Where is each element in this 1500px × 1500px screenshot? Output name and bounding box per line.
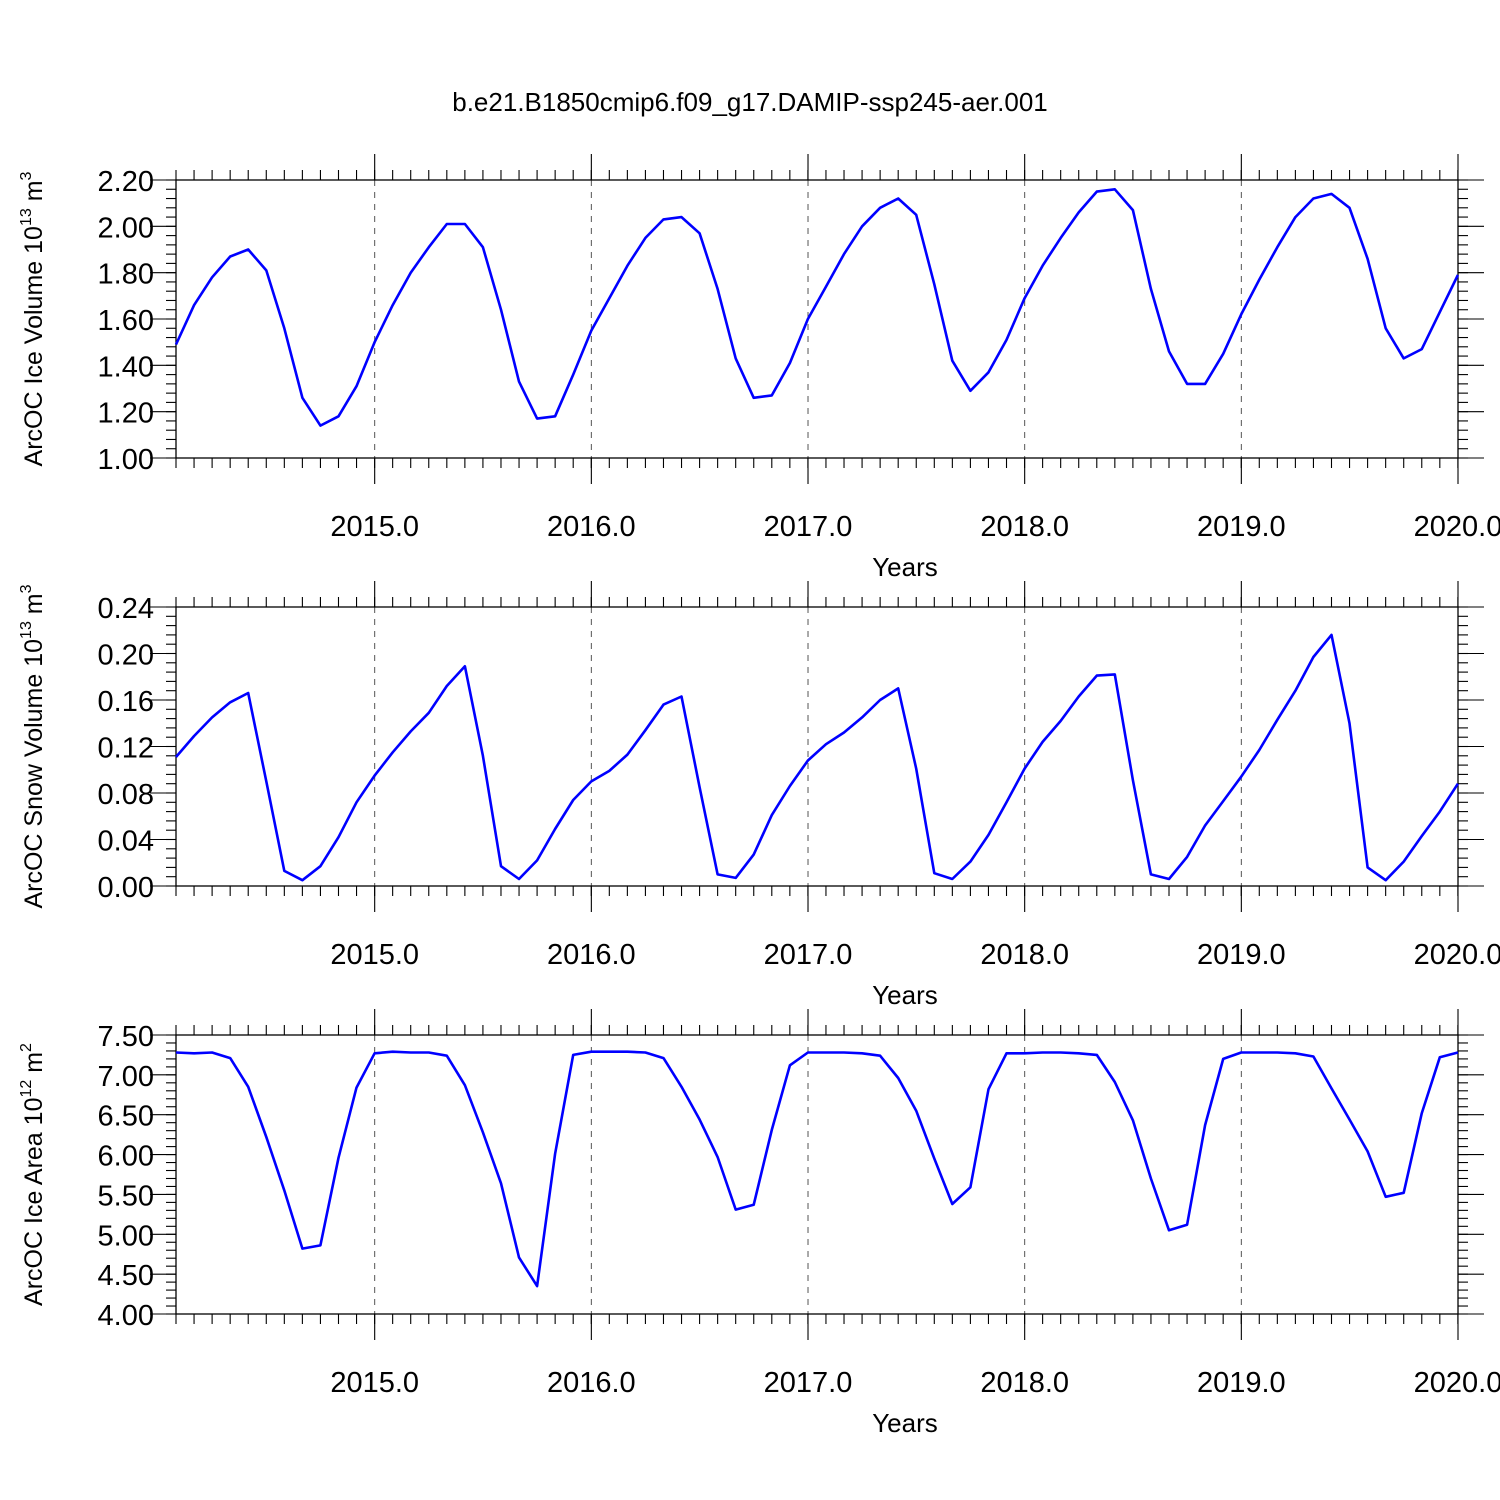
y-tick-label: 1.00	[98, 444, 154, 476]
y-tick-label: 1.60	[98, 305, 154, 337]
series-line	[175, 633, 1459, 882]
plot-frame	[175, 606, 1459, 887]
x-axis-label: Years	[872, 980, 938, 1010]
y-tick-label: 2.20	[98, 166, 154, 198]
x-tick-label: 2020.0	[1414, 1367, 1500, 1399]
y-tick-label: 5.50	[98, 1180, 154, 1212]
x-tick-label: 2018.0	[980, 939, 1069, 971]
y-tick-label: 0.20	[98, 640, 154, 672]
plot-frame	[175, 179, 1459, 459]
y-axis-label: ArcOC Snow Volume 1013 m3	[18, 584, 48, 908]
y-axis-label: ArcOC Ice Area 1012 m2	[18, 1043, 48, 1306]
x-tick-label: 2017.0	[764, 511, 853, 543]
x-tick-label: 2016.0	[547, 1367, 636, 1399]
y-tick-label: 0.00	[98, 872, 154, 904]
y-tick-label: 7.00	[98, 1061, 154, 1093]
x-tick-label: 2015.0	[330, 939, 419, 971]
y-tick-label: 4.00	[98, 1300, 154, 1332]
y-tick-label: 2.00	[98, 212, 154, 244]
y-tick-label: 6.50	[98, 1101, 154, 1133]
panels: 2015.0 2016.0 2017.0 2018.0 2019.0 2020.0 1.00…	[18, 154, 1500, 1438]
series-line	[174, 188, 1460, 427]
x-axis-label: Years	[872, 552, 938, 582]
y-tick-label: 5.00	[98, 1220, 154, 1252]
x-tick-label: 2018.0	[980, 511, 1069, 543]
x-tick-label: 2015.0	[330, 511, 419, 543]
chart-panel-ice-volume: 2015.0 2016.0 2017.0 2018.0 2019.0 2020.0 1.00…	[18, 154, 1500, 582]
series-line	[175, 1050, 1459, 1288]
y-axis-label: ArcOC Ice Volume 1013 m3	[18, 171, 48, 466]
x-tick-label: 2016.0	[547, 511, 636, 543]
y-tick-label: 0.08	[98, 779, 154, 811]
y-tick-label: 0.24	[98, 593, 154, 625]
chart-panel-ice-area: 2015.0 2016.0 2017.0 2018.0 2019.0 2020.0 4.00…	[18, 1009, 1500, 1438]
y-tick-label: 1.40	[98, 351, 154, 383]
x-tick-label: 2016.0	[547, 939, 636, 971]
y-tick-label: 0.16	[98, 686, 154, 718]
x-tick-label: 2019.0	[1197, 511, 1286, 543]
x-tick-label: 2017.0	[764, 939, 853, 971]
y-tick-label: 4.50	[98, 1260, 154, 1292]
chart-panel-snow-volume: 2015.0 2016.0 2017.0 2018.0 2019.0 2020.0 0.00…	[18, 581, 1500, 1010]
y-tick-label: 1.80	[98, 259, 154, 291]
x-tick-label: 2020.0	[1414, 511, 1500, 543]
x-axis-label: Years	[872, 1408, 938, 1438]
y-tick-label: 6.00	[98, 1141, 154, 1173]
figure-title: b.e21.B1850cmip6.f09_g17.DAMIP-ssp245-ae…	[452, 87, 1048, 117]
x-tick-label: 2017.0	[764, 1367, 853, 1399]
y-tick-label: 0.12	[98, 733, 154, 765]
x-tick-label: 2019.0	[1197, 1367, 1286, 1399]
y-tick-label: 0.04	[98, 826, 154, 858]
x-tick-label: 2019.0	[1197, 939, 1286, 971]
plot-frame	[175, 1034, 1459, 1315]
x-tick-label: 2020.0	[1414, 939, 1500, 971]
x-tick-label: 2018.0	[980, 1367, 1069, 1399]
y-tick-label: 7.50	[98, 1021, 154, 1053]
y-tick-label: 1.20	[98, 398, 154, 430]
x-tick-label: 2015.0	[330, 1367, 419, 1399]
